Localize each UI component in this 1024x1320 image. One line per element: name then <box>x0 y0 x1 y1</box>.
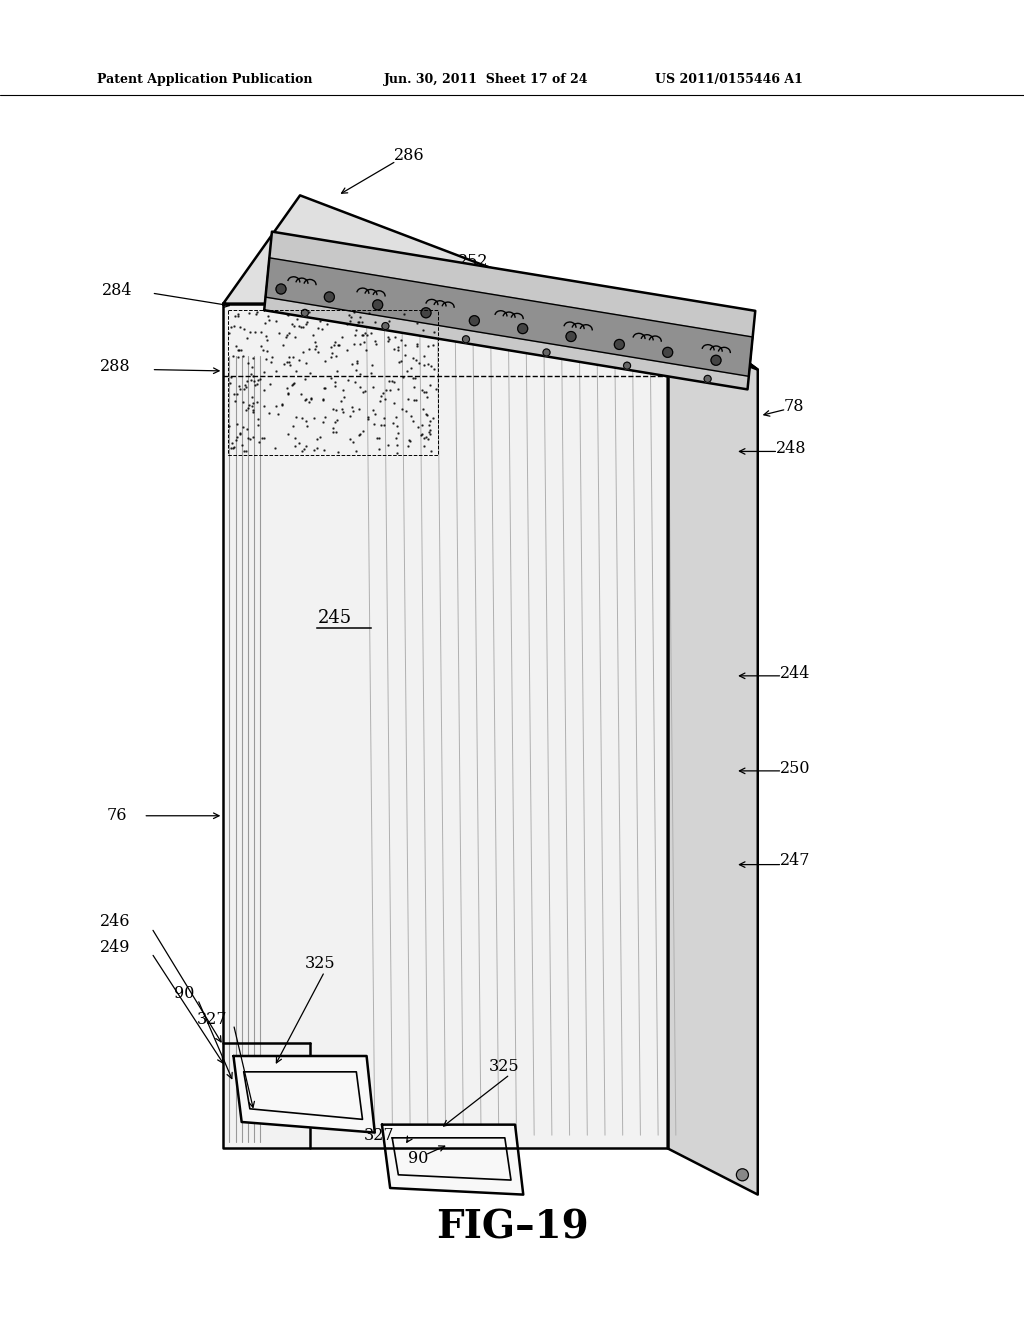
Text: 244: 244 <box>780 665 811 681</box>
Text: FIG–19: FIG–19 <box>435 1209 589 1246</box>
Text: 286: 286 <box>394 148 425 164</box>
Circle shape <box>566 331 577 342</box>
Text: 247: 247 <box>780 853 811 869</box>
Text: 248: 248 <box>776 441 807 457</box>
Text: 327: 327 <box>364 1127 394 1143</box>
Polygon shape <box>223 304 668 1148</box>
Text: 90: 90 <box>174 986 195 1002</box>
Circle shape <box>463 335 469 343</box>
Polygon shape <box>233 1056 375 1133</box>
Circle shape <box>736 1168 749 1181</box>
Circle shape <box>663 347 673 358</box>
Text: 90: 90 <box>408 1151 428 1167</box>
Text: US 2011/0155446 A1: US 2011/0155446 A1 <box>655 73 803 86</box>
Text: 246: 246 <box>100 913 131 929</box>
Text: 249: 249 <box>100 940 131 956</box>
Text: 325: 325 <box>488 1059 519 1074</box>
Circle shape <box>421 308 431 318</box>
Circle shape <box>614 339 625 350</box>
Circle shape <box>325 292 335 302</box>
Text: 288: 288 <box>100 359 131 375</box>
Circle shape <box>711 355 721 366</box>
Circle shape <box>373 300 383 310</box>
Text: 76: 76 <box>106 808 127 824</box>
Polygon shape <box>668 304 758 1195</box>
Circle shape <box>469 315 479 326</box>
Polygon shape <box>264 231 756 389</box>
Circle shape <box>276 284 286 294</box>
Circle shape <box>301 309 308 317</box>
Polygon shape <box>265 257 753 376</box>
Circle shape <box>382 322 389 330</box>
Circle shape <box>624 362 631 370</box>
Circle shape <box>543 348 550 356</box>
Polygon shape <box>382 1125 523 1195</box>
Text: Patent Application Publication: Patent Application Publication <box>97 73 312 86</box>
Text: 245: 245 <box>317 609 351 627</box>
Text: 284: 284 <box>102 282 133 298</box>
Text: 252: 252 <box>540 290 570 306</box>
Circle shape <box>705 375 711 383</box>
Polygon shape <box>223 195 758 370</box>
Text: 250: 250 <box>780 760 811 776</box>
Text: 325: 325 <box>305 956 336 972</box>
Text: 252: 252 <box>458 253 488 269</box>
Text: 78: 78 <box>783 399 804 414</box>
Text: Jun. 30, 2011  Sheet 17 of 24: Jun. 30, 2011 Sheet 17 of 24 <box>384 73 589 86</box>
Circle shape <box>518 323 527 334</box>
Text: 327: 327 <box>197 1011 227 1027</box>
